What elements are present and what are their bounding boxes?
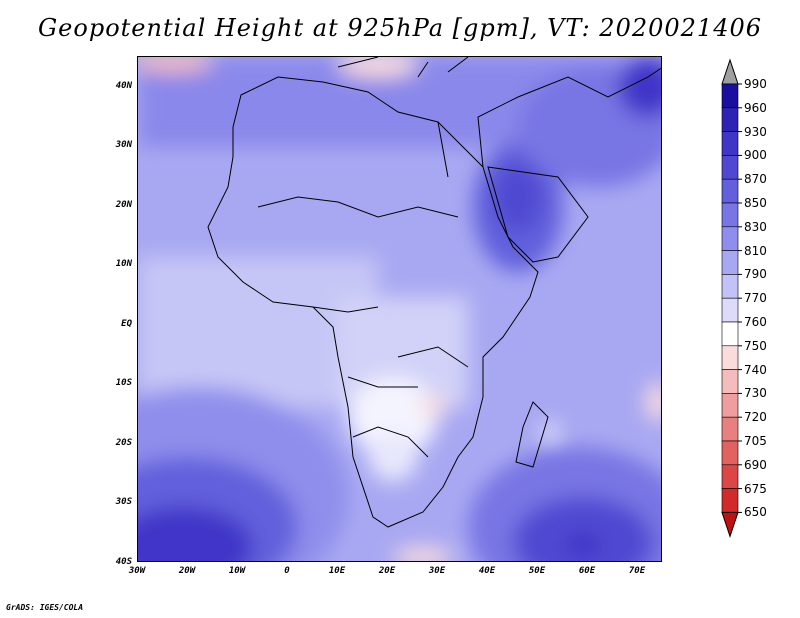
colorbar-segment xyxy=(721,464,739,489)
map-panel xyxy=(137,56,662,562)
lon-tick-label: 30E xyxy=(428,566,446,576)
colorbar-level-label: 750 xyxy=(744,338,767,353)
lat-tick-label: 30S xyxy=(115,497,132,508)
colorbar-level-label: 850 xyxy=(744,196,767,210)
lon-tick-label: 10W xyxy=(228,566,246,576)
colorbar-segment xyxy=(721,416,739,442)
colorbar-level-label: 760 xyxy=(744,315,767,329)
colorbar-segment xyxy=(721,107,739,132)
colorbar-level-label: 675 xyxy=(744,481,767,496)
colorbar-segment xyxy=(721,369,739,394)
colorbar-segment xyxy=(721,226,739,251)
colorbar-level-label: 990 xyxy=(744,77,767,91)
colorbar-level-label: 870 xyxy=(744,172,767,187)
colorbar-level-label: 705 xyxy=(744,434,767,448)
colorbar-segment xyxy=(721,250,739,275)
colorbar-bottom-triangle xyxy=(721,511,739,538)
lat-tick-label: 10N xyxy=(115,259,132,270)
lon-tick-label: 70E xyxy=(628,566,646,576)
lon-tick-label: 60E xyxy=(578,566,596,576)
colorbar-segment xyxy=(721,393,739,418)
colorbar-level-label: 770 xyxy=(744,291,767,306)
lat-tick-label: 10S xyxy=(115,378,132,389)
colorbar-level-label: 900 xyxy=(744,148,767,163)
colorbar-segment xyxy=(721,202,739,228)
colorbar-level-label: 810 xyxy=(744,243,767,258)
lat-tick-label: EQ xyxy=(121,318,132,329)
lon-tick-label: 10E xyxy=(328,566,346,576)
colorbar-level-label: 730 xyxy=(744,386,767,401)
lat-tick-label: 40S xyxy=(115,557,132,567)
colorbar-level-label: 720 xyxy=(744,410,767,425)
lon-tick-label: 30W xyxy=(128,566,146,576)
colorbar-level-label: 690 xyxy=(744,457,767,472)
geopotential-height-map xyxy=(138,57,661,561)
lat-tick-label: 40N xyxy=(115,80,132,91)
colorbar-segment xyxy=(721,440,739,466)
lat-tick-label: 20S xyxy=(115,437,132,448)
colorbar-segment xyxy=(721,131,739,156)
lon-tick-label: 20E xyxy=(378,566,396,576)
colorbar-level-label: 930 xyxy=(744,124,767,139)
lat-tick-label: 30N xyxy=(115,140,132,151)
colorbar-segment xyxy=(721,83,739,109)
colorbar-segment xyxy=(721,155,739,180)
colorbar-level-label: 740 xyxy=(744,362,767,377)
lon-tick-label: 0 xyxy=(284,566,290,576)
colorbar-segment xyxy=(721,345,739,370)
colorbar-level-label: 650 xyxy=(744,505,767,520)
colorbar-segment xyxy=(721,297,739,323)
colorbar-segment xyxy=(721,321,739,347)
lon-tick-label: 50E xyxy=(528,566,546,576)
colorbar-segment xyxy=(721,178,739,204)
colorbar-level-label: 830 xyxy=(744,219,767,234)
lon-tick-label: 20W xyxy=(178,566,196,576)
chart-title: Geopotential Height at 925hPa [gpm], VT:… xyxy=(38,14,762,42)
colorbar-level-label: 960 xyxy=(744,100,767,115)
colorbar-segment xyxy=(721,488,739,513)
lat-tick-label: 20N xyxy=(115,199,132,210)
colorbar-top-triangle xyxy=(721,58,739,85)
colorbar-level-label: 790 xyxy=(744,267,767,282)
colorbar-segment xyxy=(721,274,739,299)
grads-credit: GrADS: IGES/COLA xyxy=(6,603,84,612)
lon-tick-label: 40E xyxy=(478,566,496,576)
